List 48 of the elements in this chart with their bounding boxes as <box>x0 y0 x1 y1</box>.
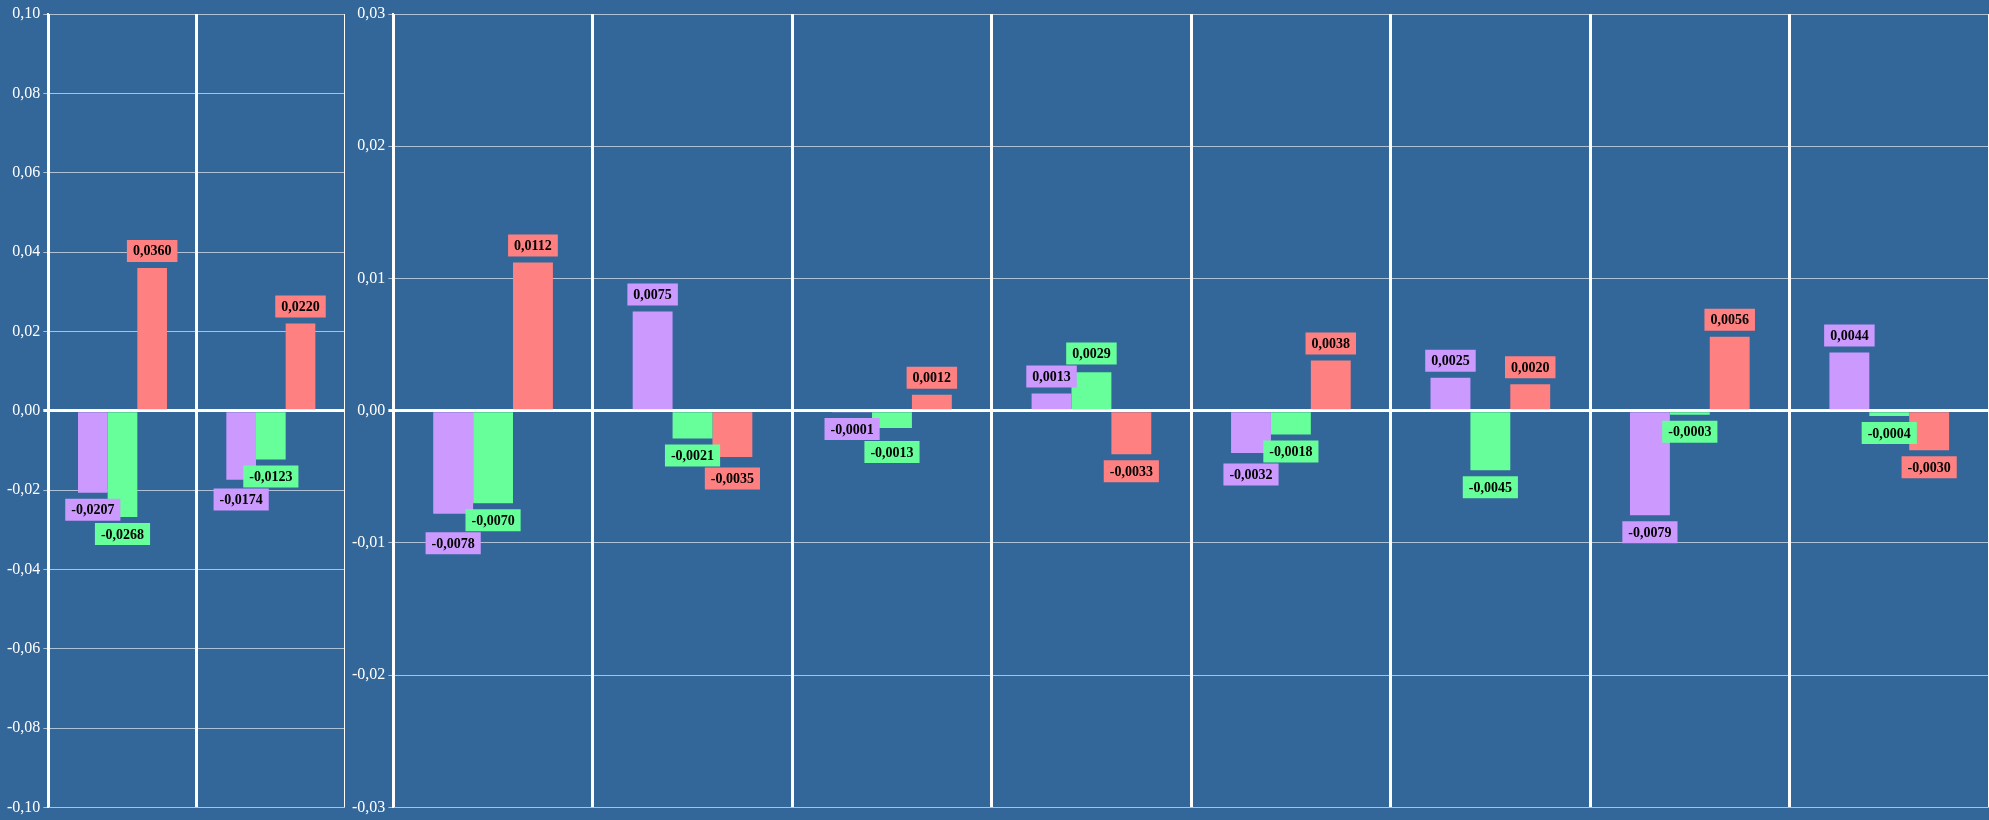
data-label: -0,0021 <box>670 448 715 464</box>
y-tick-label: -0,06 <box>7 638 41 656</box>
y-tick-label: 0,01 <box>357 268 386 286</box>
data-label: 0,0012 <box>912 370 952 386</box>
y-tick-label: 0,00 <box>357 400 386 418</box>
y-tick-label: -0,01 <box>352 533 386 551</box>
data-label: -0,0070 <box>471 512 515 528</box>
data-label: 0,0360 <box>132 243 172 259</box>
data-label: 0,0013 <box>1032 369 1071 385</box>
y-tick-label: 0,02 <box>12 321 41 339</box>
data-label: 0,0220 <box>281 299 320 315</box>
data-label: -0,0003 <box>1668 424 1712 440</box>
y-tick-label: -0,02 <box>7 480 41 498</box>
y-tick-label: 0,10 <box>12 4 41 22</box>
y-tick-label: 0,00 <box>12 400 41 418</box>
data-label: 0,0112 <box>514 238 552 254</box>
data-label: 0,0020 <box>1510 359 1550 375</box>
data-label: -0,0079 <box>1628 524 1672 540</box>
data-label: -0,0001 <box>830 421 874 437</box>
y-tick-label: 0,08 <box>12 83 41 101</box>
data-label: -0,0013 <box>870 444 914 460</box>
data-label: -0,0207 <box>71 502 115 518</box>
data-label: -0,0268 <box>100 526 145 542</box>
data-label: -0,0045 <box>1468 479 1512 495</box>
y-tick-label: -0,10 <box>7 797 41 815</box>
data-label: -0,0018 <box>1269 444 1313 460</box>
data-label: -0,0035 <box>710 471 754 487</box>
y-tick-label: -0,02 <box>352 665 386 683</box>
data-label: 0,0025 <box>1431 353 1470 369</box>
y-tick-label: 0,04 <box>12 242 41 260</box>
data-label: -0,0033 <box>1109 463 1153 479</box>
y-tick-label: -0,08 <box>7 718 41 736</box>
data-label: 0,0044 <box>1830 328 1869 344</box>
data-label: -0,0123 <box>249 469 293 485</box>
y-tick-label: -0,03 <box>352 797 386 815</box>
data-label: -0,0078 <box>431 535 475 551</box>
data-label: -0,0030 <box>1907 459 1951 475</box>
data-label: -0,0174 <box>219 492 263 508</box>
y-tick-label: 0,03 <box>357 4 386 22</box>
data-label: 0,0056 <box>1710 312 1749 328</box>
data-label: 0,0075 <box>633 287 672 303</box>
data-label: 0,0038 <box>1311 336 1351 352</box>
y-tick-label: 0,06 <box>12 162 41 180</box>
y-tick-label: 0,02 <box>357 136 386 154</box>
data-label: -0,0004 <box>1867 425 1911 441</box>
data-label: 0,0029 <box>1072 346 1111 362</box>
data-label: -0,0032 <box>1229 467 1273 483</box>
y-tick-label: -0,04 <box>7 559 41 577</box>
